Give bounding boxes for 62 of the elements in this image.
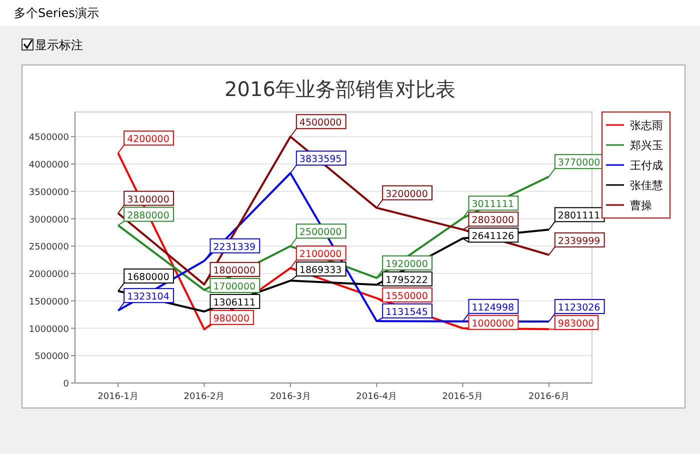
data-label: 1306111 [213, 297, 256, 308]
data-label: 1550000 [376, 287, 432, 302]
data-label: 1306111 [204, 294, 260, 312]
y-tick-label: 0 [63, 380, 70, 390]
data-label: 2641126 [462, 228, 519, 243]
data-label: 1131545 [386, 306, 428, 318]
legend-label: 张志雨 [630, 119, 663, 132]
data-label: 2231339 [204, 238, 260, 262]
text: 显示标注 [35, 38, 83, 52]
text: 多个Series演示 [14, 6, 99, 20]
data-label: 980000 [213, 313, 250, 324]
data-label: 3833595 [290, 150, 346, 174]
data-label: 3100000 [127, 194, 170, 206]
x-tick-label: 2016-6月 [528, 392, 570, 402]
x-tick-label: 2016-4月 [356, 392, 398, 402]
data-label: 2801111 [548, 207, 605, 230]
y-tick-label: 1500000 [28, 297, 70, 308]
data-label: 2339999 [548, 232, 605, 256]
data-label: 2231339 [213, 242, 256, 253]
x-tick-label: 2016-3月 [270, 392, 311, 402]
data-label: 4500000 [290, 114, 346, 138]
data-label: 1000000 [462, 314, 519, 330]
data-label: 2100000 [299, 249, 342, 260]
data-label: 2880000 [118, 206, 174, 226]
x-tick-label: 2016-1月 [98, 392, 139, 402]
y-tick-label: 1000000 [28, 324, 70, 335]
data-label: 2500000 [299, 227, 342, 238]
data-label: 1131545 [376, 303, 432, 322]
y-tick-label: 3000000 [28, 215, 70, 226]
data-label: 1323104 [127, 292, 170, 303]
data-label: 2339999 [558, 236, 600, 247]
x-tick-label: 2016-2月 [184, 392, 225, 402]
data-label: 3200000 [376, 185, 432, 208]
data-label: 1680000 [127, 272, 170, 284]
y-tick-label: 2500000 [28, 242, 70, 253]
data-label: 1550000 [386, 290, 428, 302]
y-tick-label: 500000 [34, 352, 70, 362]
x-tick-label: 2016-5月 [442, 392, 484, 402]
data-label: 4200000 [118, 130, 174, 154]
data-label: 3833595 [299, 154, 342, 166]
data-label: 3011111 [472, 199, 514, 210]
data-label: 1123026 [558, 302, 600, 314]
legend-label: 张佳慧 [630, 179, 663, 192]
y-tick-label: 4000000 [28, 160, 70, 171]
data-label: 1800000 [213, 265, 256, 276]
data-label: 2641126 [472, 231, 514, 242]
data-label: 1124998 [472, 302, 514, 314]
legend-label: 曹操 [630, 199, 652, 212]
data-label: 3200000 [386, 188, 428, 200]
data-label: 2801111 [558, 210, 600, 222]
y-tick-label: 2000000 [28, 270, 70, 280]
data-label: 1795222 [376, 271, 432, 286]
y-tick-label: 4500000 [28, 133, 70, 144]
legend-label: 王付成 [630, 159, 663, 172]
chart-title: 2016年业务部销售对比表 [224, 77, 456, 101]
y-tick-label: 3500000 [28, 188, 70, 198]
data-label: 4500000 [299, 118, 342, 129]
data-label: 1920000 [386, 258, 428, 270]
data-label: 4200000 [127, 134, 170, 146]
data-label: 1323104 [118, 288, 174, 312]
legend-label: 郑兴玉 [630, 139, 663, 152]
data-label: 3770000 [558, 158, 600, 169]
